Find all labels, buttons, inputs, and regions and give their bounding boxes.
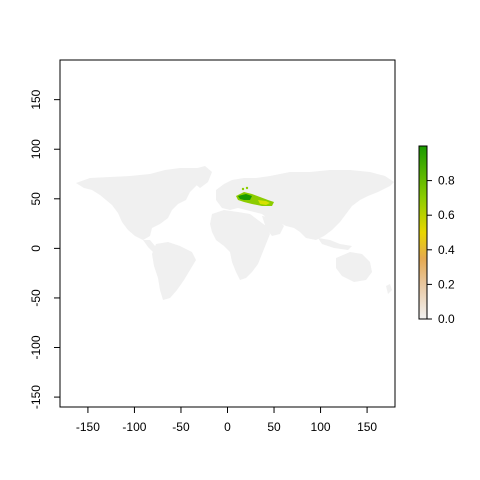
x-tick-label: 150 xyxy=(357,420,377,434)
y-tick-label: 100 xyxy=(29,139,43,159)
color-legend: 0.0 0.2 0.4 0.6 0.8 xyxy=(418,145,455,326)
y-tick-label: -100 xyxy=(29,335,43,359)
y-tick-label: 0 xyxy=(29,245,43,252)
y-tick-label: -50 xyxy=(29,289,43,307)
legend-tick-label: 0.0 xyxy=(438,312,455,326)
highlight-edge xyxy=(258,200,270,205)
legend-tick-label: 0.8 xyxy=(438,174,455,188)
legend-tick-label: 0.6 xyxy=(438,208,455,222)
australia-shape xyxy=(336,252,372,282)
africa-shape xyxy=(210,210,270,280)
legend-tick-label: 0.2 xyxy=(438,277,455,291)
highlight-region-europe xyxy=(236,186,274,206)
legend-colorbar xyxy=(418,145,428,320)
legend-ticks: 0.0 0.2 0.4 0.6 0.8 xyxy=(427,174,455,326)
eurasia-shape xyxy=(216,170,394,240)
y-tick-label: 50 xyxy=(29,192,43,206)
x-tick-label: -50 xyxy=(172,420,190,434)
greenland-shape xyxy=(190,166,212,188)
new-zealand-shape xyxy=(386,284,392,294)
x-axis: -150 -100 -50 0 50 100 150 xyxy=(76,407,377,434)
x-tick-label: 50 xyxy=(267,420,281,434)
southeast-asia-islands-shape xyxy=(318,238,352,250)
y-axis: -150 -100 -50 0 50 100 150 xyxy=(29,89,60,409)
legend-tick-label: 0.4 xyxy=(438,243,455,257)
x-tick-label: 0 xyxy=(224,420,231,434)
y-tick-label: -150 xyxy=(29,385,43,409)
south-america-shape xyxy=(152,242,196,300)
arabia-shape xyxy=(262,216,284,236)
highlight-core xyxy=(238,194,252,200)
x-tick-label: -100 xyxy=(122,420,146,434)
highlight-dot xyxy=(245,186,249,190)
y-tick-label: 150 xyxy=(29,89,43,109)
highlight-dot xyxy=(241,187,245,191)
land-masses xyxy=(76,166,394,300)
x-tick-label: 100 xyxy=(311,420,331,434)
north-america-shape xyxy=(76,168,210,240)
x-tick-label: -150 xyxy=(76,420,100,434)
